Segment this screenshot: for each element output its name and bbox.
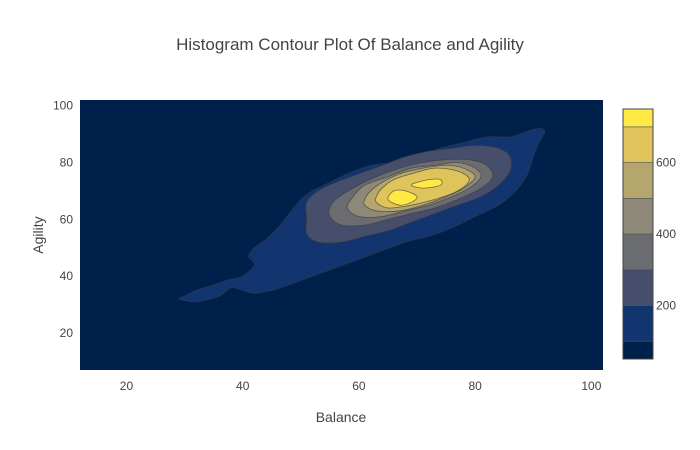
colorbar-band xyxy=(622,305,654,342)
x-tick-label: 20 xyxy=(120,379,134,393)
colorbar-band xyxy=(622,162,654,199)
colorbar-tick-label: 400 xyxy=(656,227,676,241)
y-tick-label: 60 xyxy=(60,212,74,226)
colorbar-tick-label: 600 xyxy=(656,156,676,170)
y-axis-ticks: 20 40 60 80 100 xyxy=(53,99,73,340)
x-axis-title: Balance xyxy=(316,409,367,425)
colorbar-band xyxy=(622,108,654,128)
contour-levels xyxy=(177,127,546,303)
colorbar-tick-label: 200 xyxy=(656,298,676,312)
y-tick-label: 40 xyxy=(60,269,74,283)
x-axis-ticks: 20 40 60 80 100 xyxy=(120,379,602,393)
y-tick-label: 20 xyxy=(60,326,74,340)
y-tick-label: 80 xyxy=(60,156,74,170)
x-tick-label: 60 xyxy=(352,379,366,393)
x-tick-label: 80 xyxy=(468,379,482,393)
contour-level-700-6 xyxy=(387,189,418,206)
x-tick-label: 100 xyxy=(581,379,601,393)
plot-area[interactable] xyxy=(80,100,603,370)
y-axis-title: Agility xyxy=(30,216,46,253)
chart-title: Histogram Contour Plot Of Balance and Ag… xyxy=(176,35,524,54)
colorbar-outline xyxy=(622,108,654,360)
colorbar-band xyxy=(622,233,654,271)
x-tick-label: 40 xyxy=(236,379,250,393)
y-tick-label: 100 xyxy=(53,99,73,113)
colorbar-band xyxy=(622,197,654,235)
contour-level-700-7 xyxy=(410,178,443,189)
colorbar-band xyxy=(622,126,654,163)
colorbar: 200 400 600 xyxy=(622,108,676,360)
colorbar-band xyxy=(622,269,654,306)
colorbar-band xyxy=(622,340,654,360)
